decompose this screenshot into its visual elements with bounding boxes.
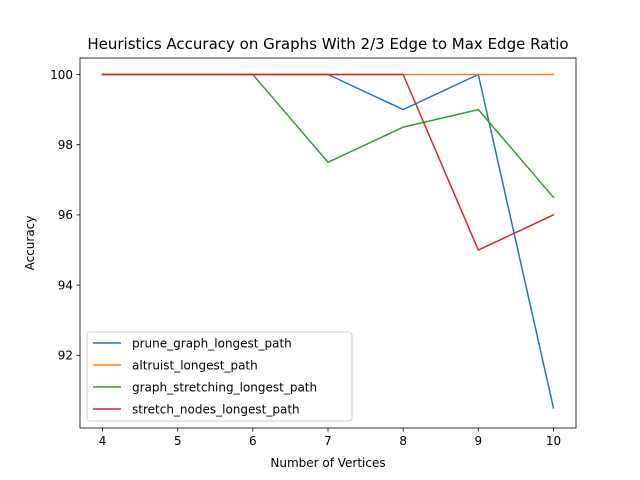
plot-area: 4 5 6 7 8 9 10 92 94 96 98 100: [50, 57, 577, 448]
series-line-stretch_nodes_longest_path: [101, 73, 555, 251]
y-tick-label: 94: [58, 278, 73, 292]
x-tick-label: 9: [474, 434, 482, 448]
legend-label: stretch_nodes_longest_path: [132, 402, 300, 416]
x-axis-title: Number of Vertices: [270, 456, 385, 470]
y-tick-label: 100: [50, 68, 73, 82]
x-tick-label: 5: [174, 434, 182, 448]
x-tick-label: 8: [399, 434, 407, 448]
chart-title: Heuristics Accuracy on Graphs With 2/3 E…: [87, 35, 568, 53]
x-tick-label: 10: [546, 434, 561, 448]
legend-label: altruist_longest_path: [132, 358, 258, 372]
legend-label: prune_graph_longest_path: [132, 336, 292, 350]
y-tick-label: 92: [58, 349, 73, 363]
y-axis-title: Accuracy: [23, 216, 37, 271]
legend-box: [86, 331, 353, 422]
y-tick-label: 98: [58, 138, 73, 152]
x-tick-label: 7: [324, 434, 332, 448]
x-tick-label: 4: [99, 434, 107, 448]
y-tick-label: 96: [58, 208, 73, 222]
legend: prune_graph_longest_path altruist_longest…: [86, 331, 353, 422]
x-tick-label: 6: [249, 434, 257, 448]
legend-label: graph_stretching_longest_path: [132, 380, 317, 394]
